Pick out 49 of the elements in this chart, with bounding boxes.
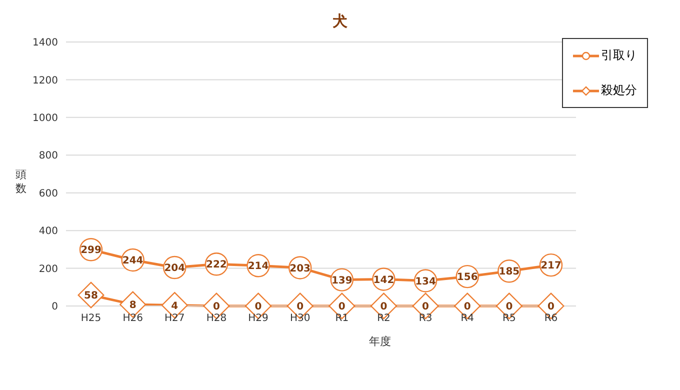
x-tick-label: R4 bbox=[460, 313, 474, 324]
data-label: 0 bbox=[506, 302, 513, 313]
data-label: 156 bbox=[456, 272, 478, 284]
data-label: 217 bbox=[540, 260, 562, 272]
data-label: 142 bbox=[373, 274, 394, 286]
data-label: 214 bbox=[248, 261, 269, 272]
data-label: 0 bbox=[464, 302, 471, 313]
data-label: 134 bbox=[415, 276, 436, 288]
x-tick-label: H27 bbox=[164, 313, 185, 324]
y-tick-label: 600 bbox=[38, 188, 58, 200]
x-tick-label: R3 bbox=[418, 313, 432, 324]
x-tick-label: H25 bbox=[80, 313, 102, 324]
data-label: 4 bbox=[171, 300, 178, 312]
data-label: 299 bbox=[80, 245, 102, 256]
y-tick-label: 1000 bbox=[32, 112, 58, 124]
y-tick-label: 800 bbox=[38, 150, 58, 162]
data-label: 58 bbox=[84, 290, 98, 302]
y-tick-label: 0 bbox=[52, 302, 58, 313]
data-label: 0 bbox=[422, 302, 430, 313]
x-tick-label: R6 bbox=[544, 313, 558, 324]
chart-title: 犬 bbox=[332, 12, 348, 31]
x-axis-title: 年度 bbox=[368, 334, 392, 349]
legend-label: 引取り bbox=[601, 47, 637, 64]
x-tick-label: R5 bbox=[502, 313, 516, 324]
data-label: 244 bbox=[122, 256, 144, 267]
y-tick-label: 1200 bbox=[32, 75, 58, 86]
x-tick-label: H26 bbox=[122, 313, 143, 324]
data-label: 185 bbox=[498, 266, 520, 278]
data-label: 0 bbox=[254, 302, 262, 313]
data-label: 139 bbox=[331, 275, 352, 286]
x-tick-label: R2 bbox=[377, 313, 390, 324]
x-tick-label: R1 bbox=[335, 313, 349, 324]
data-label: 204 bbox=[164, 263, 186, 274]
y-tick-label: 400 bbox=[38, 226, 58, 238]
data-label: 0 bbox=[212, 302, 220, 313]
x-tick-label: H30 bbox=[290, 313, 310, 324]
data-label: 222 bbox=[206, 260, 227, 271]
legend-label: 殺処分 bbox=[601, 82, 637, 99]
y-tick-label: 1400 bbox=[32, 38, 58, 49]
data-label: 0 bbox=[338, 302, 346, 313]
data-label: 0 bbox=[296, 302, 304, 313]
data-label: 0 bbox=[548, 302, 555, 313]
y-tick-label: 200 bbox=[38, 264, 58, 275]
data-label: 203 bbox=[290, 263, 311, 274]
x-tick-label: H28 bbox=[206, 313, 227, 324]
data-label: 8 bbox=[129, 300, 136, 312]
data-label: 0 bbox=[380, 302, 388, 313]
y-axis-title: 頭数 bbox=[14, 168, 28, 196]
x-tick-label: H29 bbox=[248, 313, 268, 324]
